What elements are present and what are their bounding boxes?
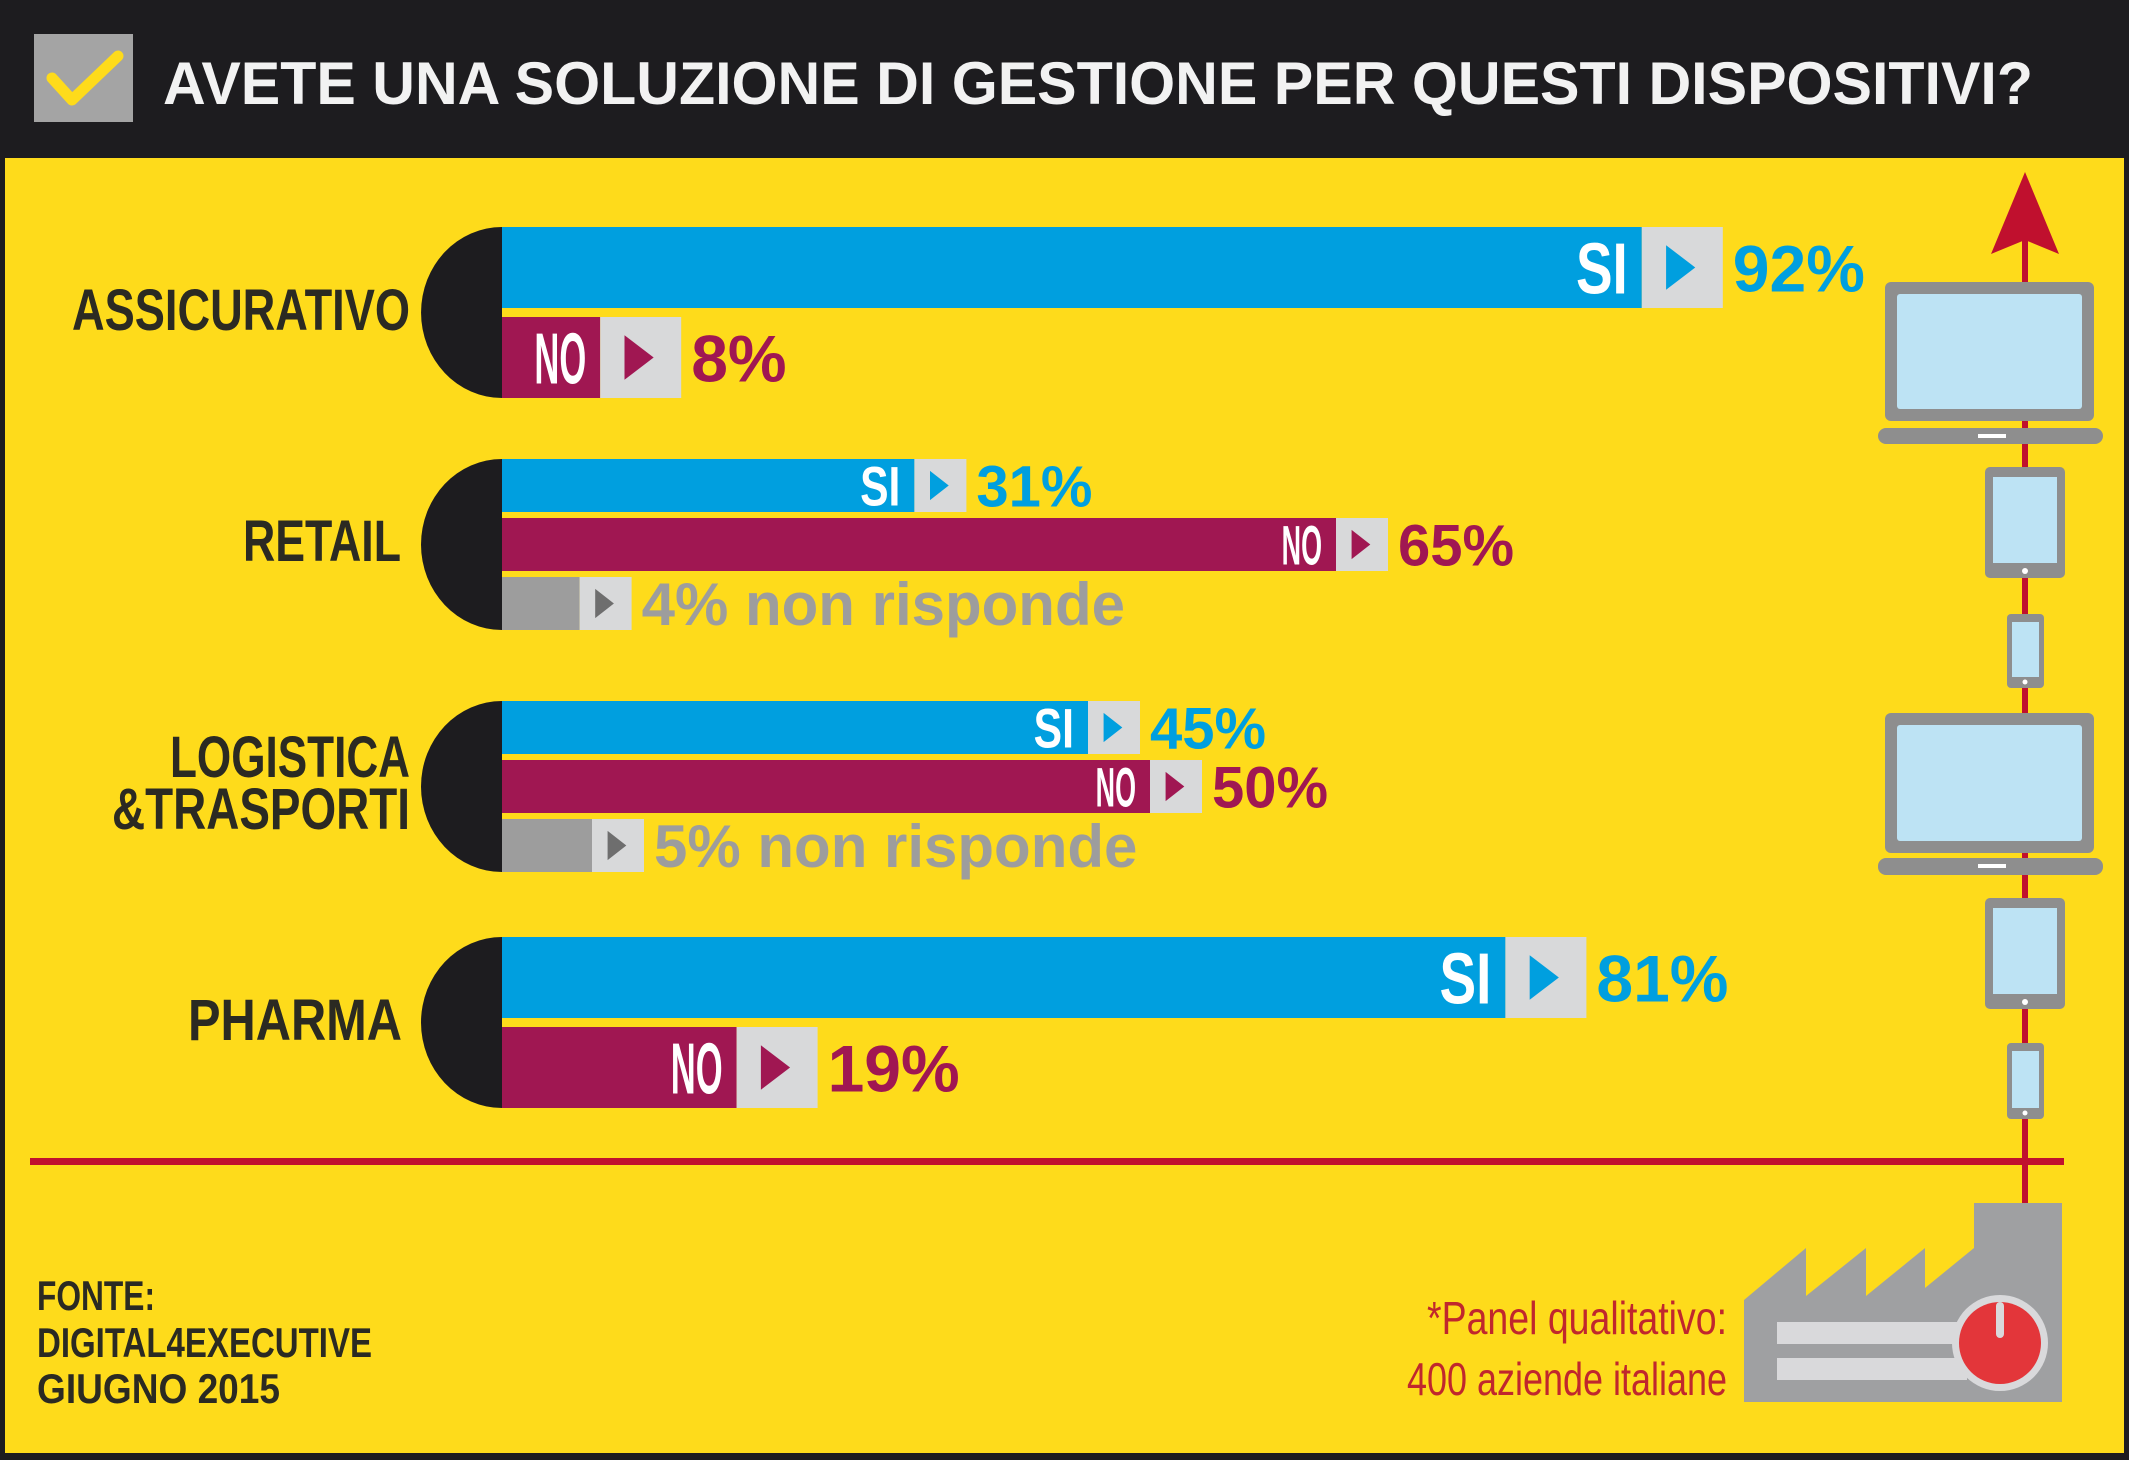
triangle-right-icon bbox=[624, 335, 654, 380]
triangle-right-icon bbox=[1666, 245, 1696, 290]
group-bracket bbox=[421, 459, 502, 630]
triangle-right-icon bbox=[1351, 529, 1371, 560]
factory-icon bbox=[1744, 1203, 2062, 1402]
bar-value: 8% bbox=[691, 321, 786, 395]
bar-label: SI bbox=[860, 455, 900, 518]
smartphone-icon bbox=[2007, 1043, 2044, 1119]
bar-value: 31% bbox=[976, 454, 1092, 519]
page-title: AVETE UNA SOLUZIONE DI GESTIONE PER QUES… bbox=[163, 50, 2033, 117]
bar-value: 50% bbox=[1212, 755, 1328, 820]
bar-label: NO bbox=[1096, 756, 1136, 819]
source-name: DIGITAL4EXECUTIVE bbox=[37, 1319, 372, 1366]
panel-note-line1: *Panel qualitativo: bbox=[1427, 1292, 1727, 1344]
bar-si: SI 31% bbox=[502, 454, 1092, 519]
tablet-icon bbox=[1985, 898, 2065, 1009]
category-label-logistica: LOGISTICA bbox=[170, 725, 410, 790]
triangle-right-icon bbox=[1165, 771, 1185, 802]
checkbox-check-icon bbox=[34, 34, 133, 122]
triangle-right-icon bbox=[760, 1045, 791, 1090]
bar-nr: 5% non risponde bbox=[502, 813, 1137, 880]
triangle-right-icon bbox=[1103, 712, 1123, 743]
bar-fill bbox=[502, 518, 1336, 571]
category-label-assicurativo: ASSICURATIVO bbox=[72, 278, 410, 343]
arrow-up-icon bbox=[1991, 172, 2059, 254]
base-line bbox=[30, 1158, 2064, 1165]
bar-value: 81% bbox=[1596, 941, 1728, 1015]
bar-label: NO bbox=[1282, 514, 1322, 577]
bar-no: NO 19% bbox=[502, 1027, 960, 1109]
group-bracket bbox=[421, 937, 502, 1108]
bar-label: SI bbox=[1440, 939, 1492, 1019]
triangle-right-icon bbox=[1529, 955, 1559, 1000]
smartphone-icon bbox=[2007, 614, 2044, 688]
source-label: FONTE: bbox=[37, 1272, 155, 1319]
bar-no: NO 50% bbox=[502, 755, 1328, 820]
bar-value: 19% bbox=[828, 1031, 960, 1105]
bar-value: 4% non risponde bbox=[642, 571, 1125, 638]
bar-nr: 4% non risponde bbox=[502, 571, 1125, 638]
bar-group-pharma: SI 81% NO 19% bbox=[421, 937, 1729, 1109]
category-label-retail: RETAIL bbox=[243, 509, 401, 574]
category-label-trasporti: &TRASPORTI bbox=[112, 777, 410, 842]
bar-group-retail: SI 31% NO 65% 4% non risponde bbox=[421, 454, 1514, 638]
bar-fill bbox=[502, 459, 915, 512]
bar-si: SI 45% bbox=[502, 696, 1266, 761]
bar-no: NO 8% bbox=[502, 317, 787, 399]
bar-si: SI 92% bbox=[502, 227, 1865, 309]
triangle-right-icon bbox=[607, 830, 627, 861]
category-label-pharma: PHARMA bbox=[188, 988, 402, 1053]
bar-fill bbox=[502, 937, 1506, 1018]
panel-note-line2: 400 aziende italiane bbox=[1407, 1353, 1727, 1405]
bar-fill bbox=[502, 760, 1150, 813]
bar-fill bbox=[502, 819, 592, 872]
bar-group-logistica-trasporti: SI 45%NO 50% 5% non risponde bbox=[421, 696, 1328, 880]
bar-no: NO 65% bbox=[502, 513, 1514, 578]
bar-value: 65% bbox=[1398, 513, 1514, 578]
tablet-icon bbox=[1985, 467, 2065, 578]
bar-label: SI bbox=[1034, 697, 1074, 760]
bar-fill bbox=[502, 701, 1088, 754]
bar-value: 92% bbox=[1733, 231, 1865, 305]
bar-label: NO bbox=[534, 319, 586, 399]
triangle-right-icon bbox=[930, 470, 949, 501]
laptop-icon bbox=[1878, 713, 2103, 875]
triangle-right-icon bbox=[595, 588, 614, 619]
bar-fill bbox=[502, 227, 1642, 308]
bar-value: 45% bbox=[1150, 696, 1266, 761]
group-bracket bbox=[421, 227, 502, 398]
bar-label: NO bbox=[671, 1029, 723, 1109]
bar-label: SI bbox=[1576, 229, 1628, 309]
laptop-icon bbox=[1878, 282, 2103, 444]
bar-fill bbox=[502, 317, 601, 398]
bar-si: SI 81% bbox=[502, 937, 1729, 1019]
bar-fill bbox=[502, 1027, 737, 1108]
bar-group-assicurativo: SI 92% NO 8% bbox=[421, 227, 1865, 399]
source-date: GIUGNO 2015 bbox=[37, 1365, 280, 1412]
bar-fill bbox=[502, 577, 580, 630]
bar-value: 5% non risponde bbox=[654, 813, 1137, 880]
group-bracket bbox=[421, 701, 502, 872]
